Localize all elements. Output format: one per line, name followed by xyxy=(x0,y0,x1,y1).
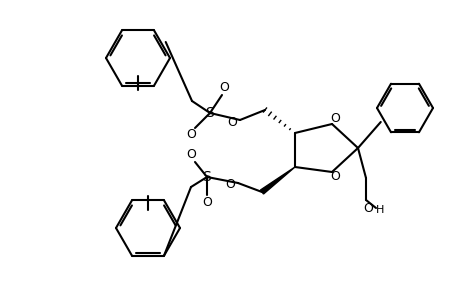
Text: S: S xyxy=(202,170,211,184)
Polygon shape xyxy=(260,167,294,194)
Text: O: O xyxy=(218,80,229,94)
Text: O: O xyxy=(362,202,372,215)
Text: H: H xyxy=(375,205,383,215)
Text: O: O xyxy=(185,128,196,142)
Text: O: O xyxy=(227,116,236,128)
Text: O: O xyxy=(330,170,339,184)
Text: O: O xyxy=(202,196,212,209)
Text: O: O xyxy=(185,148,196,160)
Text: S: S xyxy=(205,106,214,120)
Text: O: O xyxy=(224,178,235,191)
Text: O: O xyxy=(330,112,339,125)
